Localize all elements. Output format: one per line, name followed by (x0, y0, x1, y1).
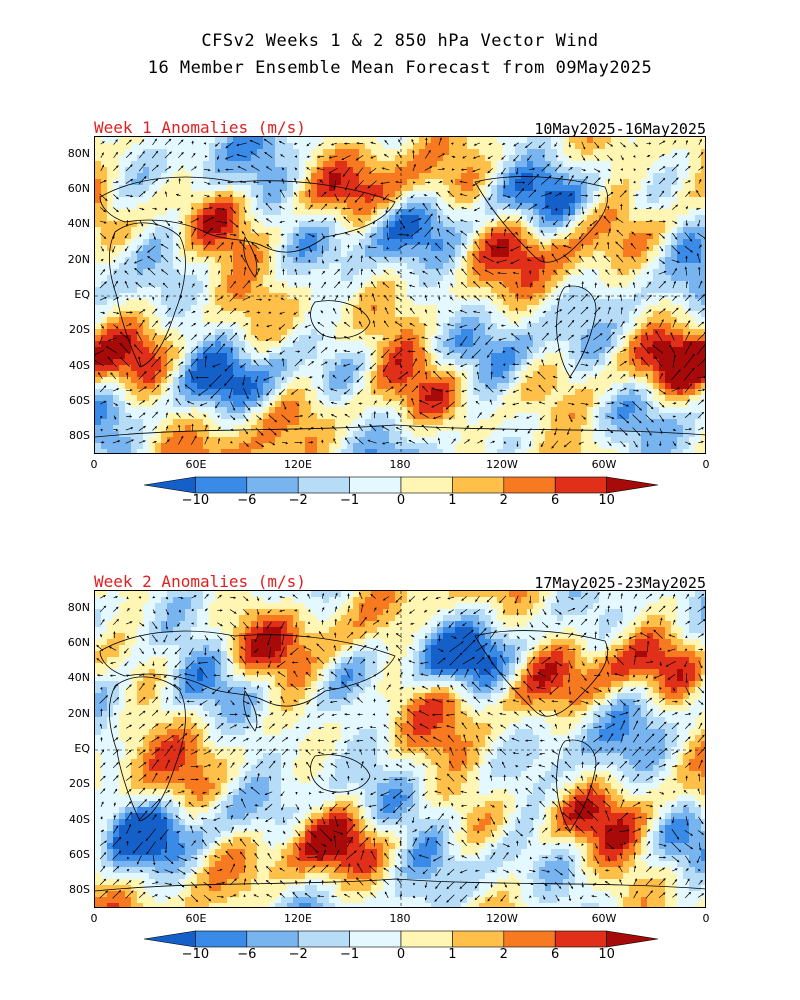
lat-label: 20S (69, 777, 90, 791)
colorbar-label: 0 (396, 947, 406, 962)
lat-label: 80N (67, 146, 90, 160)
colorbar-label: 6 (551, 947, 560, 962)
coastlines (95, 630, 705, 892)
colorbar-label: 2 (499, 493, 508, 508)
colorbar-segment (554, 930, 607, 948)
colorbar-label: 10 (598, 947, 615, 962)
colorbar-segment (297, 930, 350, 948)
colorbar-segment (195, 930, 248, 948)
lat-label: 40N (67, 671, 90, 685)
lat-label: 60N (67, 182, 90, 195)
colorbar-segment (246, 930, 299, 948)
colorbar-segment (606, 476, 658, 494)
week1-date-range: 10May2025-16May2025 (534, 120, 706, 138)
colorbar-label: 6 (551, 493, 560, 508)
week2-anomaly-field (95, 591, 705, 907)
lon-label: 120E (284, 458, 312, 471)
lat-label: 80S (69, 429, 90, 443)
week2-map (94, 590, 706, 908)
colorbar-segment (349, 476, 402, 494)
week1-map (94, 136, 706, 454)
week2-panel-title: Week 2 Anomalies (m/s) (94, 572, 306, 591)
colorbar-label: 1 (448, 493, 457, 508)
lon-label: 0 (90, 912, 98, 925)
lat-label: 40S (69, 358, 90, 372)
colorbar-label: 1 (448, 947, 457, 962)
colorbar-label: −2 (288, 493, 308, 508)
colorbar-label: 0 (396, 493, 406, 508)
lon-label: 120E (284, 912, 312, 925)
lat-label: 20N (67, 706, 90, 720)
figure-title-line1: CFSv2 Weeks 1 & 2 850 hPa Vector Wind (201, 31, 599, 51)
colorbar-label: −6 (237, 493, 257, 508)
lon-label: 0 (90, 458, 98, 471)
colorbar-label: −1 (340, 493, 360, 508)
colorbar-segment (400, 930, 453, 948)
week2-colorbar (144, 930, 658, 948)
wind-vectors (95, 137, 705, 449)
figure-title-line2: 16 Member Ensemble Mean Forecast from 09… (147, 58, 653, 78)
colorbar-segment (452, 476, 505, 494)
lat-label: 80S (69, 883, 90, 897)
colorbar-segment (503, 930, 556, 948)
anomaly-shading (95, 137, 705, 453)
lat-label: EQ (74, 288, 90, 301)
lon-label: 180 (389, 912, 411, 925)
lon-label: 120W (486, 458, 518, 471)
lat-label: 20N (67, 252, 90, 266)
colorbar-label: −10 (181, 493, 210, 508)
colorbar-segment (452, 930, 505, 948)
lat-label: 60S (69, 848, 90, 861)
week1-colorbar (144, 476, 658, 494)
colorbar-segment (606, 930, 658, 948)
lon-label: 120W (486, 912, 518, 925)
colorbar-segment (400, 476, 453, 494)
lon-label: 60E (185, 912, 207, 925)
wind-vectors (96, 592, 705, 903)
colorbar-segment (195, 476, 248, 494)
lon-label: 0 (702, 458, 710, 471)
lon-label: 60W (591, 458, 617, 471)
colorbar-segment (144, 930, 196, 948)
colorbar-label: −2 (288, 947, 308, 962)
week1-panel-title: Week 1 Anomalies (m/s) (94, 118, 306, 137)
lon-label: 60W (591, 912, 617, 925)
lat-label: 20S (69, 323, 90, 337)
lat-label: 60N (67, 636, 90, 649)
lat-label: 40S (69, 812, 90, 826)
lat-label: 40N (67, 217, 90, 231)
lon-label: 60E (185, 458, 207, 471)
week2-date-range: 17May2025-23May2025 (534, 574, 706, 592)
colorbar-segment (246, 476, 299, 494)
colorbar-label: −1 (340, 947, 360, 962)
lat-label: 80N (67, 600, 90, 614)
colorbar-label: 2 (499, 947, 508, 962)
lat-label: EQ (74, 742, 90, 755)
colorbar-label: 10 (598, 493, 615, 508)
colorbar-segment (349, 930, 402, 948)
colorbar-segment (297, 476, 350, 494)
colorbar-segment (554, 476, 607, 494)
lon-label: 0 (702, 912, 710, 925)
lat-label: 60S (69, 394, 90, 407)
colorbar-segment (503, 476, 556, 494)
colorbar-label: −6 (237, 947, 257, 962)
week1-anomaly-field (95, 137, 705, 453)
lon-label: 180 (389, 458, 411, 471)
anomaly-shading (95, 591, 705, 907)
colorbar-label: −10 (181, 947, 210, 962)
colorbar-segment (144, 476, 196, 494)
